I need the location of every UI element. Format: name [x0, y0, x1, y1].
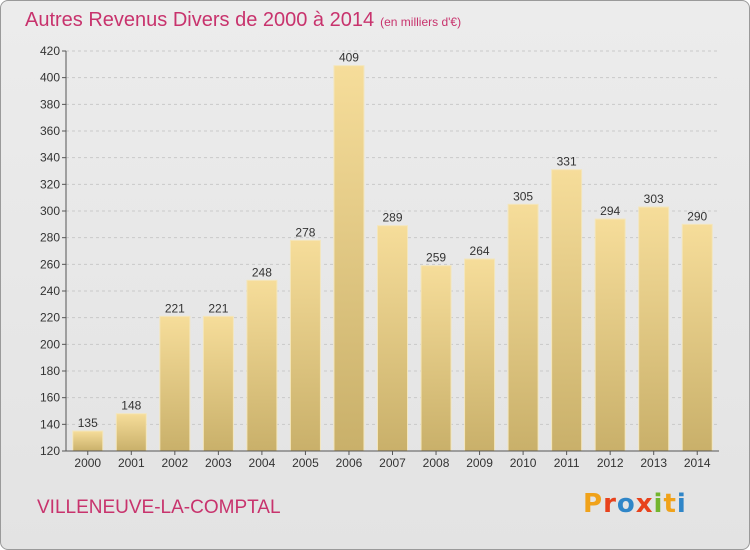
- x-tick-label: 2003: [205, 456, 232, 470]
- y-tick-label: 140: [40, 417, 60, 431]
- y-tick-label: 160: [40, 391, 60, 405]
- logo-letter: P: [583, 489, 604, 519]
- x-tick-label: 2004: [249, 456, 276, 470]
- bar: [681, 223, 713, 452]
- chart-title: Autres Revenus Divers de 2000 à 2014 (en …: [25, 9, 461, 32]
- y-tick-label: 180: [40, 364, 60, 378]
- chart-unit: (en milliers d'€): [380, 15, 462, 29]
- bar: [202, 315, 234, 452]
- place-name: VILLENEUVE-LA-COMPTAL: [37, 497, 281, 518]
- x-tick-label: 2010: [510, 456, 537, 470]
- y-tick-label: 280: [40, 231, 60, 245]
- bar-value-label: 148: [121, 399, 141, 413]
- logo-letter: x: [635, 489, 654, 519]
- bar: [507, 203, 539, 452]
- bar-value-label: 303: [644, 192, 664, 206]
- bar-value-label: 278: [295, 225, 315, 239]
- bar-value-label: 135: [78, 416, 98, 430]
- x-tick-label: 2006: [336, 456, 363, 470]
- x-tick-label: 2008: [423, 456, 450, 470]
- x-tick-label: 2013: [640, 456, 667, 470]
- bar-value-label: 409: [339, 51, 359, 65]
- x-tick-label: 2000: [74, 456, 101, 470]
- bar: [246, 279, 278, 452]
- y-tick-label: 200: [40, 337, 60, 351]
- bar: [464, 258, 496, 452]
- bar: [594, 218, 626, 452]
- y-tick-label: 260: [40, 257, 60, 271]
- x-tick-label: 2005: [292, 456, 319, 470]
- y-tick-label: 240: [40, 284, 60, 298]
- bar: [551, 169, 583, 452]
- bar-value-label: 259: [426, 251, 446, 265]
- y-tick-label: 220: [40, 311, 60, 325]
- y-tick-label: 400: [40, 71, 60, 85]
- bar: [420, 265, 452, 452]
- logo-letter: i: [653, 489, 664, 519]
- bar-value-label: 331: [557, 155, 577, 169]
- bar: [377, 225, 408, 452]
- chart-title-text: Autres Revenus Divers de 2000 à 2014: [25, 9, 375, 31]
- x-tick-label: 2009: [466, 456, 493, 470]
- y-tick-label: 300: [40, 204, 60, 218]
- bar-value-label: 248: [252, 265, 272, 279]
- logo-letter: i: [676, 489, 687, 519]
- bar-value-label: 305: [513, 189, 533, 203]
- bar: [333, 65, 365, 452]
- bar-value-label: 221: [165, 301, 185, 315]
- bar: [115, 413, 147, 452]
- logo-letter: t: [663, 489, 677, 519]
- bar: [289, 239, 321, 452]
- bar-value-label: 290: [687, 209, 707, 223]
- bar-value-label: 221: [208, 301, 228, 315]
- logo-letter: r: [603, 489, 617, 519]
- y-tick-label: 120: [40, 444, 60, 458]
- x-tick-label: 2007: [379, 456, 406, 470]
- logo-letter: o: [616, 489, 636, 519]
- x-tick-label: 2002: [161, 456, 188, 470]
- proxiti-logo: Proxiti: [583, 489, 687, 519]
- y-tick-label: 340: [40, 151, 60, 165]
- bar: [72, 430, 104, 452]
- bar: [159, 315, 191, 452]
- x-tick-label: 2012: [597, 456, 624, 470]
- x-tick-label: 2011: [554, 456, 580, 470]
- axes: 120 140 160 180 200 220 240 260 280 300 320 340 360 3…: [40, 44, 719, 470]
- y-tick-label: 320: [40, 177, 60, 191]
- bar-value-label: 294: [600, 204, 620, 218]
- x-tick-label: 2014: [684, 456, 711, 470]
- y-tick-label: 380: [40, 97, 60, 111]
- y-tick-label: 360: [40, 124, 60, 138]
- bar: [638, 206, 670, 452]
- y-tick-label: 420: [40, 44, 60, 58]
- bars: 135 148 221 221 248 278 409 289 259 264 305 331 294 3…: [72, 51, 713, 452]
- bar-value-label: 264: [470, 244, 490, 258]
- bar-value-label: 289: [382, 211, 402, 225]
- x-tick-label: 2001: [118, 456, 145, 470]
